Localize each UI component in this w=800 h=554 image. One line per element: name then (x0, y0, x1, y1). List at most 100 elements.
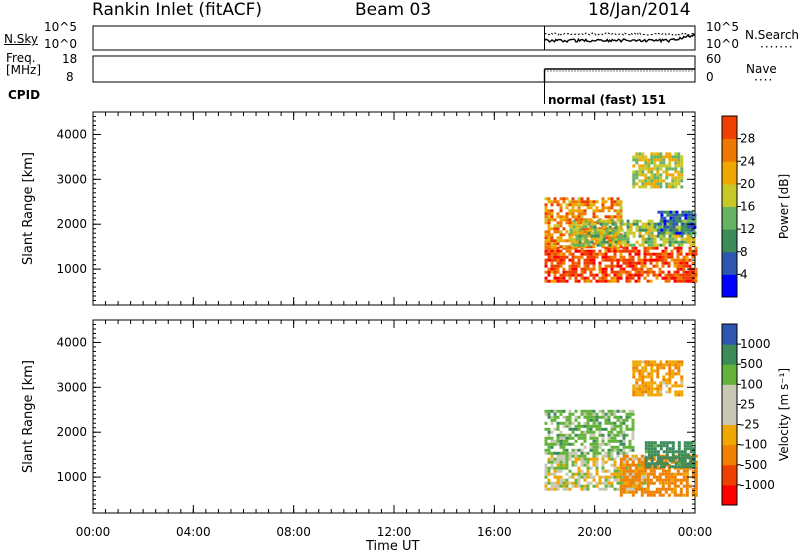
heatmap-cell (671, 459, 675, 463)
heatmap-cell (556, 484, 560, 488)
heatmap-cell (550, 487, 554, 491)
heatmap-cell (643, 487, 647, 491)
heatmap-cell (689, 450, 693, 454)
heatmap-cell (565, 463, 569, 467)
heatmap-cell (592, 249, 596, 253)
heatmap-cell (550, 270, 554, 274)
heatmap-cell (559, 258, 563, 262)
heatmap-cell (634, 490, 638, 494)
heatmap-cell (550, 258, 554, 262)
heatmap-cell (622, 439, 626, 443)
heatmap-cell (619, 258, 623, 262)
heatmap-cell (610, 249, 614, 253)
heatmap-cell (691, 490, 695, 494)
heatmap-cell (653, 185, 657, 189)
heatmap-cell (640, 475, 644, 479)
heatmap-cell (556, 270, 560, 274)
heatmap-cell (626, 225, 630, 229)
heatmap-cell (635, 176, 639, 180)
heatmap-cell (595, 466, 599, 470)
heatmap-cell (586, 415, 590, 419)
heatmap-cell (619, 493, 623, 497)
heatmap-cell (580, 484, 584, 488)
heatmap-cell (601, 209, 605, 213)
heatmap-cell (674, 179, 678, 183)
heatmap-cell (668, 375, 672, 379)
heatmap-cell (571, 270, 575, 274)
heatmap-cell (674, 225, 678, 229)
heatmap-cell (556, 469, 560, 473)
heatmap-cell (547, 227, 551, 231)
heatmap-cell (592, 454, 596, 458)
heatmap-cell (565, 466, 569, 470)
heatmap-cell (662, 363, 666, 367)
heatmap-cell (676, 276, 680, 280)
heatmap-cell (595, 472, 599, 476)
heatmap-cell (669, 213, 673, 217)
heatmap-cell (644, 462, 648, 466)
heatmap-cell (586, 227, 590, 231)
heatmap-cell (647, 240, 651, 244)
heatmap-cell (556, 276, 560, 280)
heatmap-cell (616, 415, 620, 419)
heatmap-cell (578, 234, 582, 238)
heatmap-cell (605, 219, 609, 223)
heatmap-cell (661, 484, 665, 488)
heatmap-cell (616, 433, 620, 437)
heatmap-cell (668, 447, 672, 451)
heatmap-cell (681, 222, 685, 226)
heatmap-cell (574, 200, 578, 204)
heatmap-cell (616, 209, 620, 213)
heatmap-cell (625, 415, 629, 419)
heatmap-cell (601, 427, 605, 431)
heatmap-cell (666, 228, 670, 232)
heatmap-cell (638, 372, 642, 376)
heatmap-cell (559, 261, 563, 265)
heatmap-cell (556, 200, 560, 204)
heatmap-cell (660, 228, 664, 232)
heatmap-cell (610, 200, 614, 204)
heatmap-cell (686, 237, 690, 241)
heatmap-cell (664, 258, 668, 262)
heatmap-cell (682, 267, 686, 271)
heatmap-cell (547, 469, 551, 473)
heatmap-cell (656, 234, 660, 238)
heatmap-cell (634, 252, 638, 256)
y-tick-label: 2000 (56, 217, 87, 231)
heatmap-cell (650, 182, 654, 186)
heatmap-cell (607, 454, 611, 458)
heatmap-cell (572, 219, 576, 223)
heatmap-cell (586, 255, 590, 259)
heatmap-cell (574, 457, 578, 461)
heatmap-cell (641, 179, 645, 183)
heatmap-cell (650, 219, 654, 223)
heatmap-cell (682, 276, 686, 280)
heatmap-cell (674, 234, 678, 238)
heatmap-cell (610, 436, 614, 440)
heatmap-cell (575, 237, 579, 241)
heatmap-cell (559, 230, 563, 234)
heatmap-cell (556, 415, 560, 419)
heatmap-cell (598, 445, 602, 449)
heatmap-cell (559, 442, 563, 446)
heatmap-cell (650, 179, 654, 183)
heatmap-cell (635, 152, 639, 156)
heatmap-cell (587, 222, 591, 226)
heatmap-cell (544, 212, 548, 216)
heatmap-cell (586, 430, 590, 434)
heatmap-cell (559, 279, 563, 283)
heatmap-cell (647, 158, 651, 162)
heatmap-cell (625, 463, 629, 467)
heatmap-cell (589, 258, 593, 262)
heatmap-cell (571, 209, 575, 213)
heatmap-cell (628, 279, 632, 283)
heatmap-cell (599, 234, 603, 238)
heatmap-cell (610, 197, 614, 201)
heatmap-cell (580, 409, 584, 413)
heatmap-cell (544, 264, 548, 268)
heatmap-cell (544, 218, 548, 222)
heatmap-cell (583, 227, 587, 231)
heatmap-cell (663, 219, 667, 223)
heatmap-cell (562, 460, 566, 464)
heatmap-cell (661, 493, 665, 497)
